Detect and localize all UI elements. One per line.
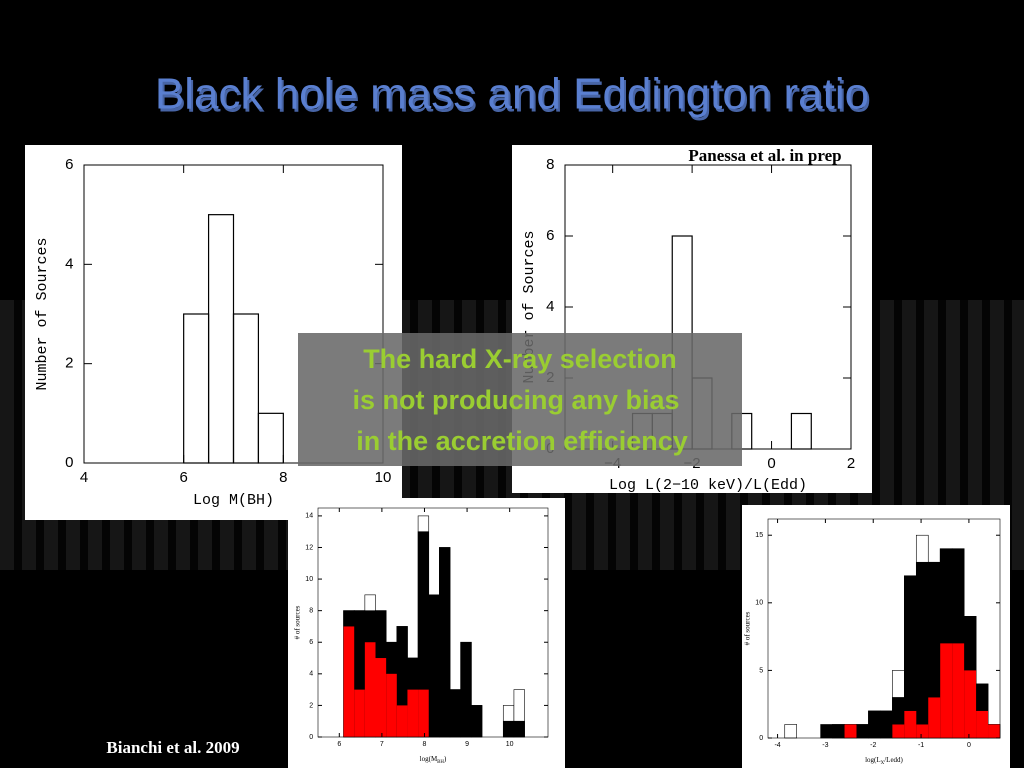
histogram-bar (868, 710, 881, 739)
histogram-bar (354, 689, 365, 737)
x-tick-label: 8 (423, 741, 427, 748)
x-axis-label-part: log(L (865, 756, 881, 764)
plot-frame (83, 164, 384, 464)
histogram-bar (364, 642, 376, 737)
y-tick-label: 4 (65, 255, 73, 272)
y-tick-label: 12 (305, 544, 313, 551)
histogram-bar (892, 724, 905, 738)
x-tick-label: 0 (767, 455, 775, 472)
y-tick-label: 2 (65, 355, 73, 372)
credit-bottom: Bianchi et al. 2009 (106, 738, 239, 757)
y-tick-label: 10 (305, 576, 313, 583)
histogram-bar (844, 724, 857, 738)
y-tick-label: 14 (305, 513, 313, 520)
x-axis-label: log(LX/Ledd) (865, 756, 903, 766)
y-tick-label: 6 (65, 156, 73, 173)
y-tick-label: 8 (309, 607, 313, 614)
histogram-bar (396, 705, 408, 737)
histogram-bar (375, 658, 387, 737)
y-tick-label: 6 (309, 639, 313, 646)
x-tick-label: 9 (465, 741, 469, 748)
y-tick-label: 10 (755, 600, 763, 607)
histogram-bar (880, 710, 893, 739)
x-tick-label: 7 (380, 741, 384, 748)
x-tick-label: 0 (967, 742, 971, 749)
x-tick-label: 8 (279, 469, 287, 486)
x-axis-label-part: ) (444, 755, 447, 763)
histogram-bar (784, 724, 798, 739)
y-tick-label: 4 (309, 671, 313, 678)
histogram-bar (940, 643, 953, 738)
y-tick-label: 6 (546, 227, 554, 244)
plot-frame (767, 518, 1001, 739)
x-tick-label: -4 (774, 742, 780, 749)
histogram-bar (386, 673, 397, 737)
note-box (298, 333, 742, 466)
note-line: The hard X-ray selection (363, 344, 677, 374)
histogram-bar (471, 705, 483, 738)
x-axis-label: Log L(2−10 keV)/L(Edd) (609, 477, 807, 494)
y-axis-label: # of sources (744, 611, 752, 645)
x-axis-label-part: X (881, 761, 885, 766)
histogram-bar (502, 720, 515, 738)
y-axis-label: # of sources (294, 605, 302, 639)
title-shadow: Black hole mass and Eddington ratio (157, 73, 871, 122)
histogram-bar (407, 689, 419, 737)
histogram-bar (916, 724, 929, 738)
histogram-bar (460, 641, 472, 738)
y-tick-label: 8 (546, 156, 554, 173)
x-axis-label: Log M(BH) (193, 492, 274, 509)
chart: 6 7 8 9 10 0 2 4 6 8 10 12 14 log(MBH) # of sources (288, 498, 565, 768)
y-tick-label: 5 (759, 667, 763, 674)
chart: -4 -3 -2 -1 0 0 5 10 15 log(LX/Ledd) # of sources (742, 505, 1010, 768)
y-tick-label: 2 (309, 702, 313, 709)
y-tick-label: 0 (65, 454, 73, 471)
histogram-bar (988, 724, 1000, 738)
histogram-bar (915, 561, 929, 739)
x-tick-label: 6 (179, 469, 187, 486)
x-tick-label: 4 (80, 469, 88, 486)
histogram-bar (418, 689, 429, 737)
x-axis-label-part: /Ledd) (884, 756, 903, 764)
histogram-bar (952, 643, 965, 738)
histogram-bar (343, 626, 355, 737)
x-tick-label: -2 (870, 742, 876, 749)
note-line: in the accretion efficiency (356, 426, 688, 456)
histogram-bar (964, 670, 977, 738)
histogram-bar (976, 710, 989, 738)
x-tick-label: -1 (918, 742, 924, 749)
x-tick-label: 6 (337, 741, 341, 748)
y-axis-label: Number of Sources (34, 237, 51, 390)
histogram-bar (904, 710, 917, 738)
x-axis-label-part: BH (437, 760, 444, 765)
x-axis-label-part: log(M (420, 755, 438, 763)
x-tick-label: 10 (506, 741, 514, 748)
histogram-bar (513, 720, 525, 738)
x-axis-label: log(MBH) (420, 755, 447, 765)
y-tick-label: 0 (759, 735, 763, 742)
slide-title: Black hole mass and Eddington ratio (155, 70, 869, 119)
x-tick-label: -3 (822, 742, 828, 749)
histogram-bar (820, 724, 833, 739)
histogram-bar (428, 594, 440, 738)
histogram-bar (449, 689, 461, 738)
plot-frame (317, 507, 549, 738)
histogram-bar (856, 724, 869, 739)
histogram-bar (832, 724, 845, 739)
credit-top: Panessa et al. in prep (688, 146, 841, 165)
x-tick-label: 2 (847, 455, 855, 472)
x-tick-label: 10 (375, 469, 392, 486)
y-tick-label: 15 (755, 532, 763, 539)
y-tick-label: 4 (546, 298, 554, 315)
histogram-bar (439, 547, 451, 738)
note-line: is not producing any bias (352, 385, 679, 415)
y-tick-label: 0 (309, 734, 313, 741)
histogram-bar (928, 697, 941, 738)
